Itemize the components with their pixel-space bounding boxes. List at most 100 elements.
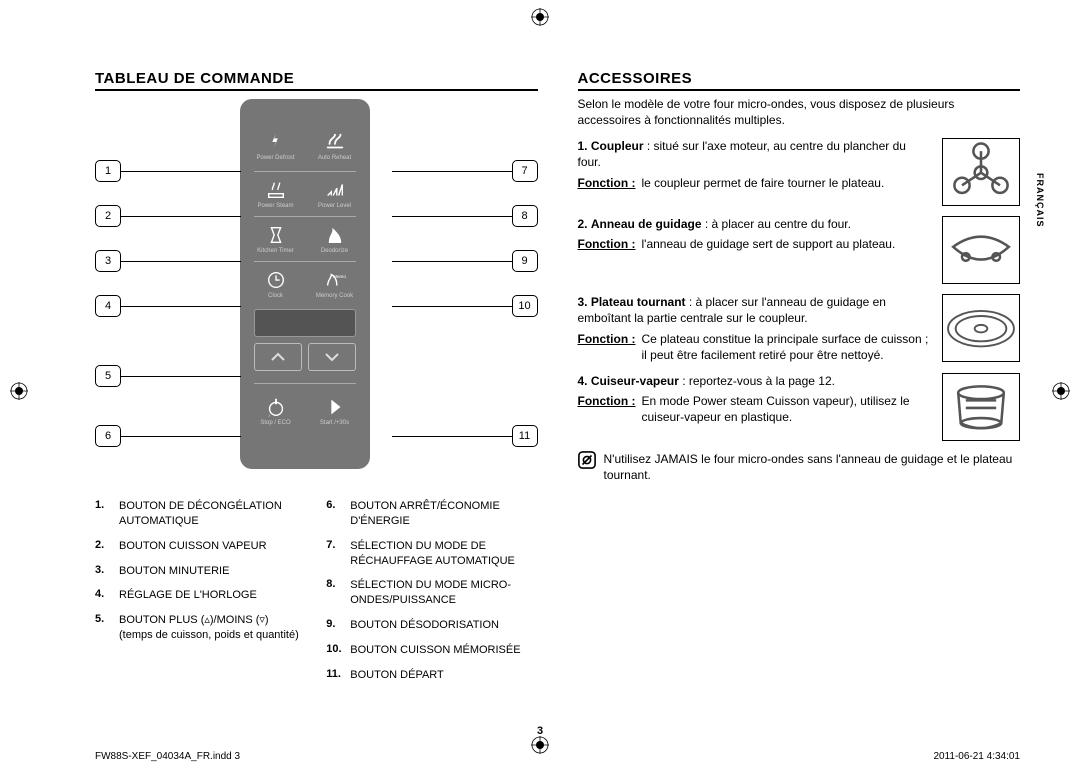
legend-item: 7.SÉLECTION DU MODE DE RÉCHAUFFAGE AUTOM… [326, 539, 537, 569]
callout-number: 10 [512, 295, 538, 317]
panel-label: Stop / ECO [260, 420, 290, 426]
callout-number: 4 [95, 295, 121, 317]
svg-text:Memory: Memory [333, 274, 346, 279]
legend-item: 3.BOUTON MINUTERIE [95, 564, 306, 579]
legend-text: BOUTON CUISSON MÉMORISÉE [350, 643, 520, 658]
callout-line [121, 306, 241, 307]
function-text: le coupleur permet de faire tourner le p… [641, 175, 884, 191]
callout-line [121, 171, 241, 172]
callout-8: 8 [392, 205, 538, 227]
display-placeholder-icon [254, 309, 356, 337]
legend-text: RÉGLAGE DE L'HORLOGE [119, 588, 257, 603]
callout-line [392, 261, 512, 262]
arrow-buttons [254, 343, 356, 371]
callout-line [121, 261, 241, 262]
legend-text: BOUTON DÉSODORISATION [350, 618, 499, 633]
accessory-function: Fonction :Ce plateau constitue la princi… [578, 331, 933, 363]
legend-number: 9. [326, 618, 344, 630]
callout-10: 10 [392, 295, 538, 317]
control-panel-diagram: Power Defrost Auto Reheat Power Steam Po… [95, 99, 538, 479]
panel-label: Start /+30s [320, 420, 349, 426]
legend-number: 5. [95, 613, 113, 625]
accessory-item: 2. Anneau de guidage : à placer au centr… [578, 216, 1021, 284]
accessories-intro: Selon le modèle de votre four micro-onde… [578, 97, 1021, 128]
ring-icon [942, 216, 1020, 284]
accessory-function: Fonction :En mode Power steam Cuisson va… [578, 393, 933, 425]
legend-text: SÉLECTION DU MODE DE RÉCHAUFFAGE AUTOMAT… [350, 539, 537, 569]
function-label: Fonction : [578, 331, 636, 363]
legend-item: 1.BOUTON DE DÉCONGÉLATION AUTOMATIQUE [95, 499, 306, 529]
legend-item: 6. BOUTON ARRÊT/ÉCONOMIE D'ÉNERGIE [326, 499, 537, 529]
crop-mark-left-icon [10, 382, 28, 400]
callout-3: 3 [95, 250, 241, 272]
legend-number: 8. [326, 578, 344, 590]
coupler-icon [942, 138, 1020, 206]
warning-icon [578, 451, 596, 469]
callout-number: 11 [512, 425, 538, 447]
manual-page: FRANÇAIS TABLEAU DE COMMANDE Power Defro… [0, 0, 1080, 782]
legend-number: 11. [326, 668, 344, 680]
panel-label: Power Level [318, 203, 351, 209]
warning: N'utilisez JAMAIS le four micro-ondes sa… [578, 451, 1021, 483]
accessory-text: 2. Anneau de guidage : à placer au centr… [578, 216, 933, 252]
callout-2: 2 [95, 205, 241, 227]
legend-item: 4. RÉGLAGE DE L'HORLOGE [95, 588, 306, 603]
legend-text: BOUTON DÉPART [350, 668, 444, 683]
callout-line [121, 376, 241, 377]
callout-line [121, 216, 241, 217]
legend-item: 11. BOUTON DÉPART [326, 668, 537, 683]
panel-label: Clock [268, 293, 283, 299]
left-column: TABLEAU DE COMMANDE Power Defrost Auto R… [95, 70, 538, 693]
accessory-header: 4. Cuiseur-vapeur : reportez-vous à la p… [578, 373, 933, 389]
function-text: En mode Power steam Cuisson vapeur), uti… [641, 393, 932, 425]
legend: 1.BOUTON DE DÉCONGÉLATION AUTOMATIQUE2.B… [95, 499, 538, 693]
legend-number: 1. [95, 499, 113, 511]
callout-line [392, 171, 512, 172]
legend-number: 4. [95, 588, 113, 600]
panel-label: Power Steam [257, 203, 293, 209]
callout-number: 9 [512, 250, 538, 272]
function-label: Fonction : [578, 175, 636, 191]
function-text: Ce plateau constitue la principale surfa… [641, 331, 932, 363]
callout-9: 9 [392, 250, 538, 272]
steamer-icon [942, 373, 1020, 441]
svg-text:/: / [268, 414, 270, 418]
language-tab: FRANÇAIS [1030, 160, 1050, 240]
legend-item: 9. BOUTON DÉSODORISATION [326, 618, 537, 633]
crop-mark-right-icon [1052, 382, 1070, 400]
legend-subtext: (temps de cuisson, poids et quantité) [119, 629, 299, 641]
callout-line [392, 436, 512, 437]
footer-timestamp: 2011-06-21 4:34:01 [933, 751, 1020, 762]
left-title: TABLEAU DE COMMANDE [95, 70, 538, 91]
legend-item: 8.SÉLECTION DU MODE MICRO-ONDES/PUISSANC… [326, 578, 537, 608]
accessory-text: 3. Plateau tournant : à placer sur l'ann… [578, 294, 933, 363]
function-label: Fonction : [578, 236, 636, 252]
panel-label: Power Defrost [256, 155, 294, 161]
panel-label: Memory Cook [316, 293, 353, 299]
accessory-header: 1. Coupleur : situé sur l'axe moteur, au… [578, 138, 933, 170]
callout-line [392, 306, 512, 307]
panel-label: Deodorize [321, 248, 348, 254]
legend-item: 10. BOUTON CUISSON MÉMORISÉE [326, 643, 537, 658]
callout-number: 7 [512, 160, 538, 182]
accessory-header: 3. Plateau tournant : à placer sur l'ann… [578, 294, 933, 326]
legend-text: BOUTON ARRÊT/ÉCONOMIE D'ÉNERGIE [350, 499, 537, 529]
accessory-text: 4. Cuiseur-vapeur : reportez-vous à la p… [578, 373, 933, 426]
control-panel-icon: Power Defrost Auto Reheat Power Steam Po… [240, 99, 370, 469]
accessory-item: 3. Plateau tournant : à placer sur l'ann… [578, 294, 1021, 363]
accessory-function: Fonction : le coupleur permet de faire to… [578, 175, 933, 191]
callout-number: 5 [95, 365, 121, 387]
legend-text: BOUTON CUISSON VAPEUR [119, 539, 267, 554]
warning-text: N'utilisez JAMAIS le four micro-ondes sa… [604, 451, 1021, 483]
crop-mark-top-icon [531, 8, 549, 26]
callout-number: 8 [512, 205, 538, 227]
callout-number: 3 [95, 250, 121, 272]
legend-number: 3. [95, 564, 113, 576]
legend-number: 10. [326, 643, 344, 655]
legend-text: BOUTON PLUS (▵)/MOINS (▿)(temps de cuiss… [119, 613, 299, 643]
legend-number: 6. [326, 499, 344, 511]
callout-number: 2 [95, 205, 121, 227]
right-column: ACCESSOIRES Selon le modèle de votre fou… [578, 70, 1021, 693]
callout-line [392, 216, 512, 217]
page-number: 3 [537, 725, 543, 737]
